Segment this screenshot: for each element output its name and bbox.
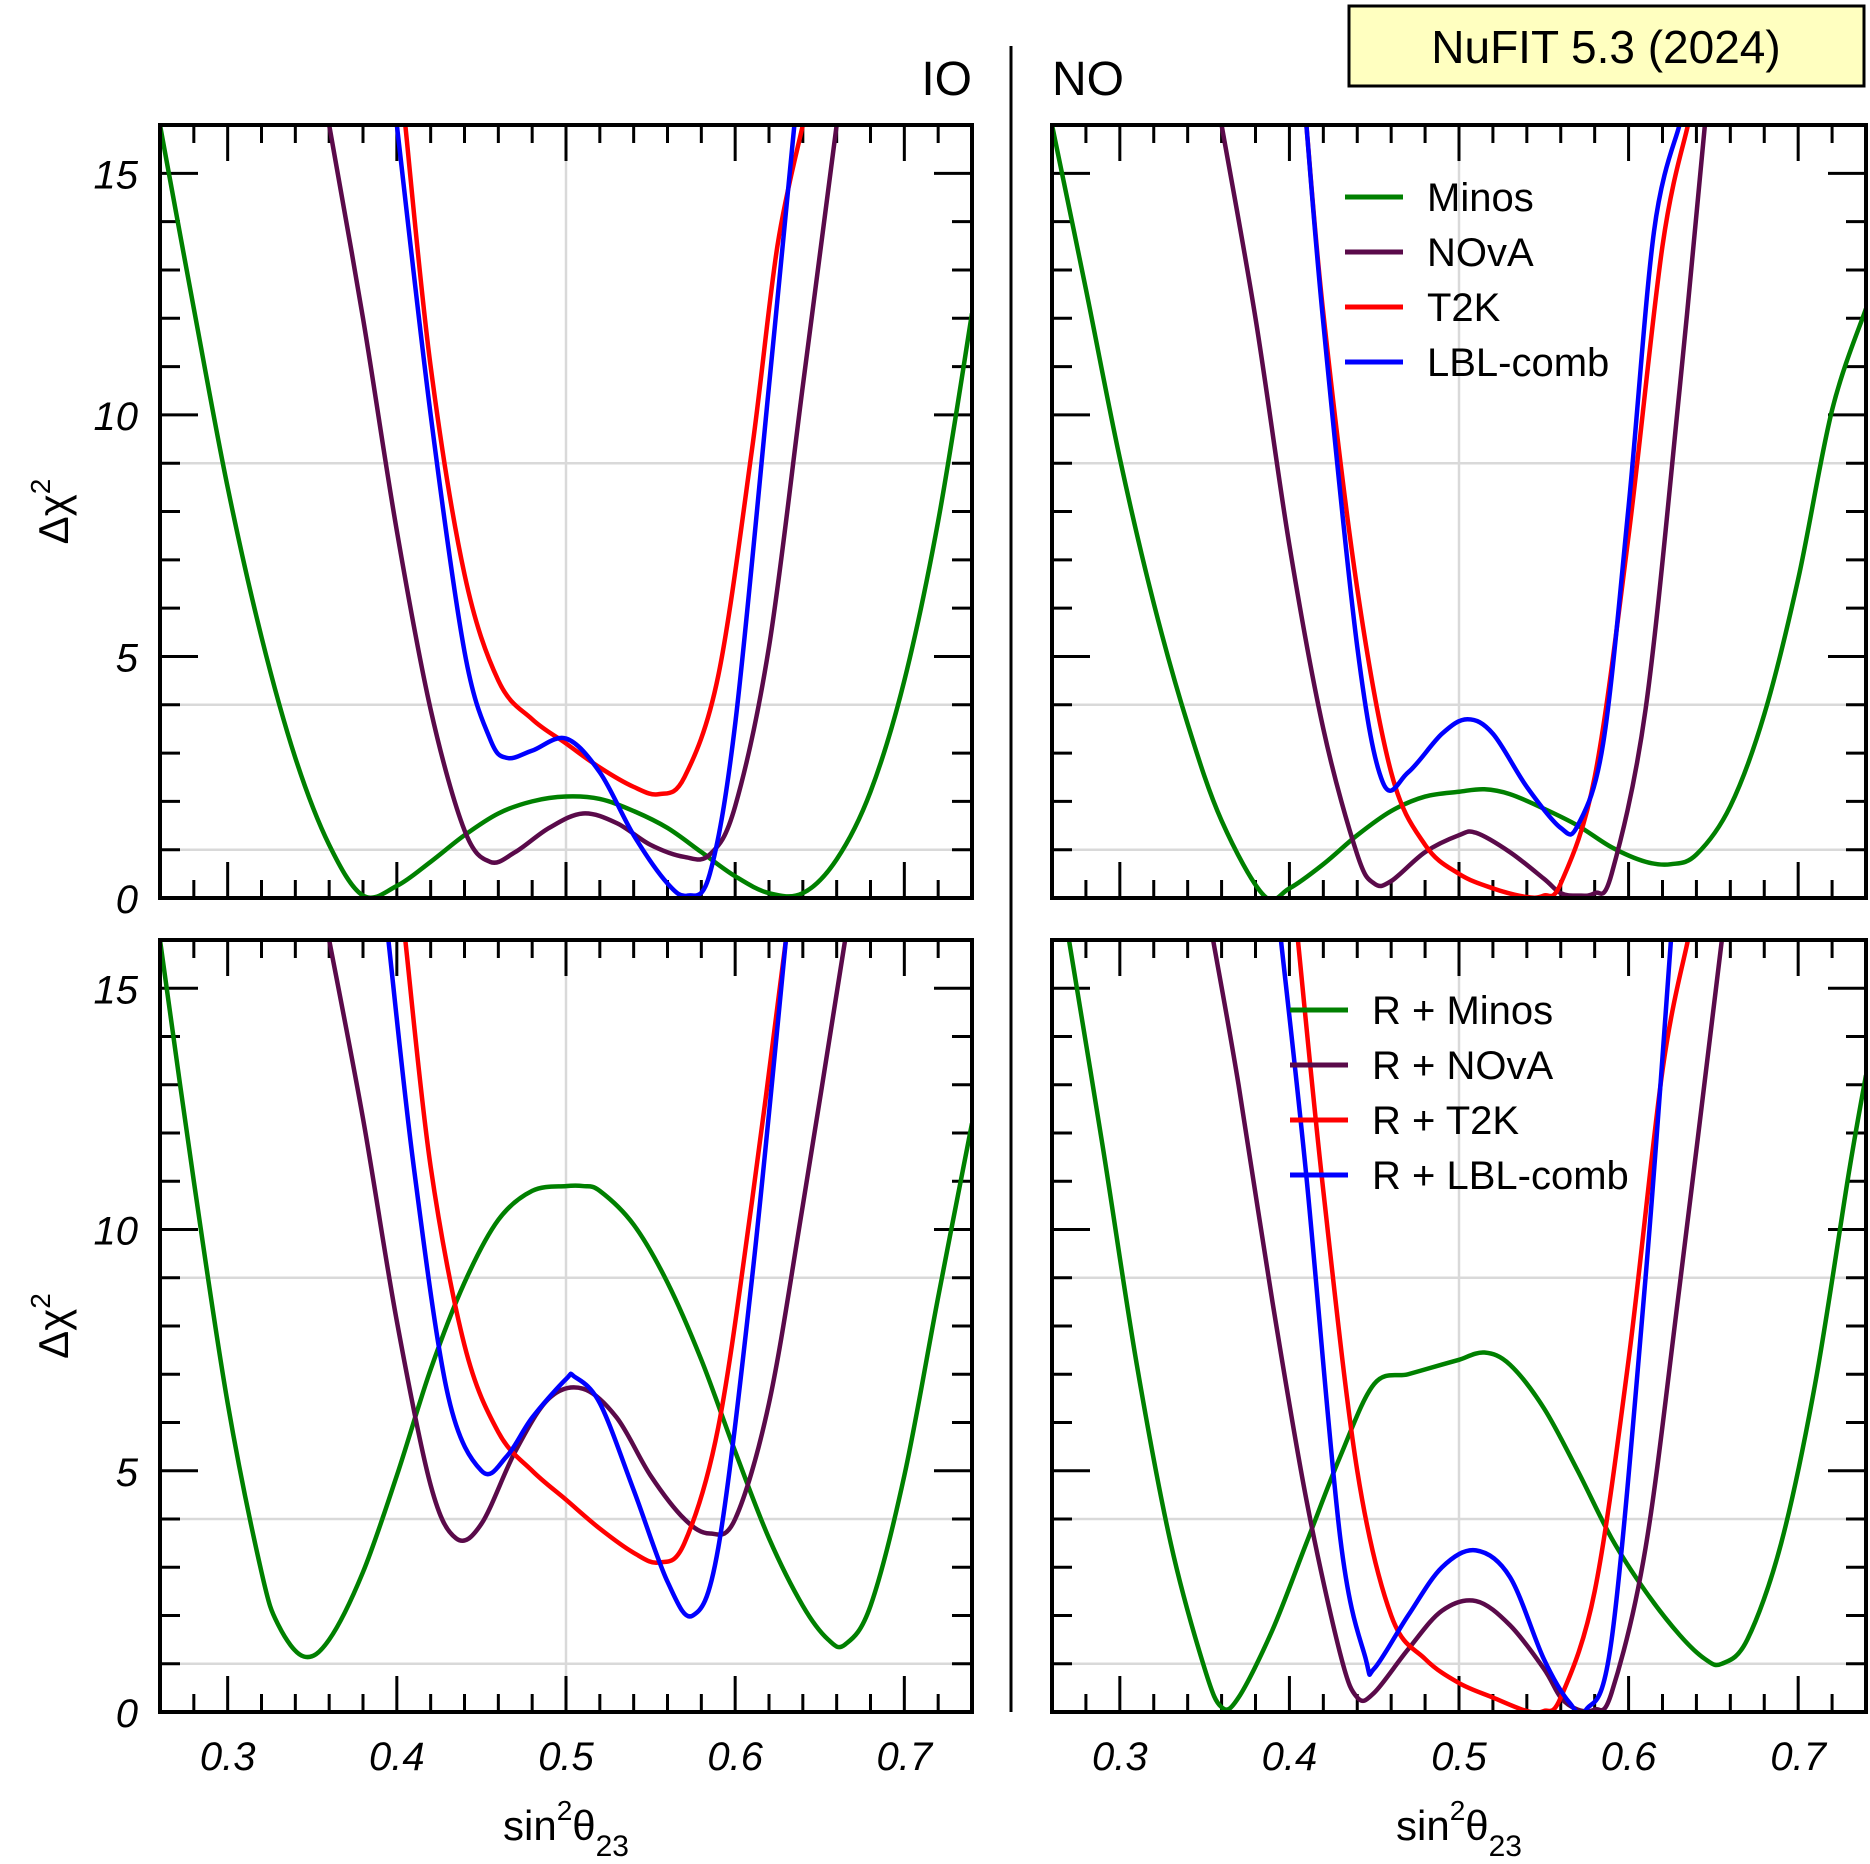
panel-top-left: 0 5 10 15 Δχ2 — [25, 123, 974, 922]
y-tick-label: 15 — [94, 968, 139, 1012]
series-group — [160, 125, 972, 898]
y-axis-title: Δχ2 — [25, 479, 77, 545]
legend-label: R + NOvA — [1372, 1044, 1553, 1088]
x-tick-label: 0.4 — [1262, 1735, 1318, 1779]
x-tick-label: 0.5 — [1431, 1735, 1487, 1779]
legend-label: NOvA — [1427, 231, 1534, 275]
plot-frame — [1050, 123, 1868, 900]
series-line-lbl-comb — [1304, 125, 1682, 837]
x-axis-title: sin2θ23 — [503, 1795, 629, 1863]
plot-frame — [158, 938, 974, 1714]
series-line-r-lbl-comb — [386, 940, 789, 1619]
series-line-minos — [160, 125, 972, 898]
series-line-r-minos — [1066, 940, 1866, 1712]
ordering-label-no: NO — [1052, 53, 1124, 106]
series-group — [1052, 125, 1866, 898]
panel-bottom-left: 0 5 10 15 Δχ2 0.3 0.4 0.5 0.6 0.7 sin2θ23 — [25, 938, 974, 1863]
x-tick-label: 0.3 — [1092, 1735, 1148, 1779]
y-tick-label: 10 — [94, 395, 139, 439]
series-line-t2k — [403, 125, 806, 797]
y-axis-title: Δχ2 — [25, 1293, 77, 1359]
series-line-nova — [1219, 125, 1708, 898]
y-tick-label: 5 — [116, 636, 139, 680]
plot-frame — [158, 123, 974, 900]
x-tick-label: 0.7 — [1770, 1735, 1827, 1779]
x-tick-label: 0.5 — [538, 1735, 594, 1779]
x-tick-label: 0.6 — [1601, 1735, 1657, 1779]
series-line-r-nova — [326, 940, 848, 1544]
x-tick-label: 0.6 — [707, 1735, 763, 1779]
series-line-t2k — [1304, 125, 1691, 898]
x-tick-label: 0.7 — [877, 1735, 934, 1779]
series-line-r-lbl-comb — [1278, 940, 1674, 1712]
series-group — [160, 940, 972, 1660]
legend-label: T2K — [1427, 286, 1501, 330]
ordering-label-io: IO — [921, 53, 972, 106]
plot-frame — [1050, 938, 1868, 1714]
y-tick-label: 0 — [116, 878, 138, 922]
legend-label: LBL-comb — [1427, 341, 1609, 385]
legend-label: R + T2K — [1372, 1099, 1519, 1143]
legend-label: R + LBL-comb — [1372, 1154, 1629, 1198]
series-line-lbl-comb — [394, 125, 797, 898]
y-tick-label: 10 — [94, 1210, 139, 1254]
panel-bottom-right: 0.3 0.4 0.5 0.6 0.7 sin2θ23 R + Minos R + NOvA R… — [1050, 938, 1868, 1863]
x-tick-label: 0.3 — [200, 1735, 256, 1779]
y-tick-label: 0 — [116, 1692, 138, 1736]
series-line-nova — [326, 125, 839, 865]
series-line-r-t2k — [403, 940, 789, 1565]
legend-label: Minos — [1427, 176, 1534, 220]
series-line-minos — [1052, 125, 1866, 898]
series-line-r-nova — [1210, 940, 1725, 1712]
legend-label: R + Minos — [1372, 989, 1553, 1033]
series-group — [1066, 940, 1866, 1712]
version-badge: NuFIT 5.3 (2024) — [1431, 21, 1780, 73]
series-line-r-minos — [160, 940, 972, 1660]
panel-top-right: Minos NOvA T2K LBL-comb — [1050, 123, 1868, 900]
series-line-r-t2k — [1295, 940, 1691, 1712]
version-badge-box — [1347, 4, 1866, 88]
x-axis-title: sin2θ23 — [1396, 1795, 1522, 1863]
y-tick-label: 5 — [116, 1451, 139, 1495]
x-tick-label: 0.4 — [369, 1735, 425, 1779]
y-tick-label: 15 — [94, 153, 139, 197]
